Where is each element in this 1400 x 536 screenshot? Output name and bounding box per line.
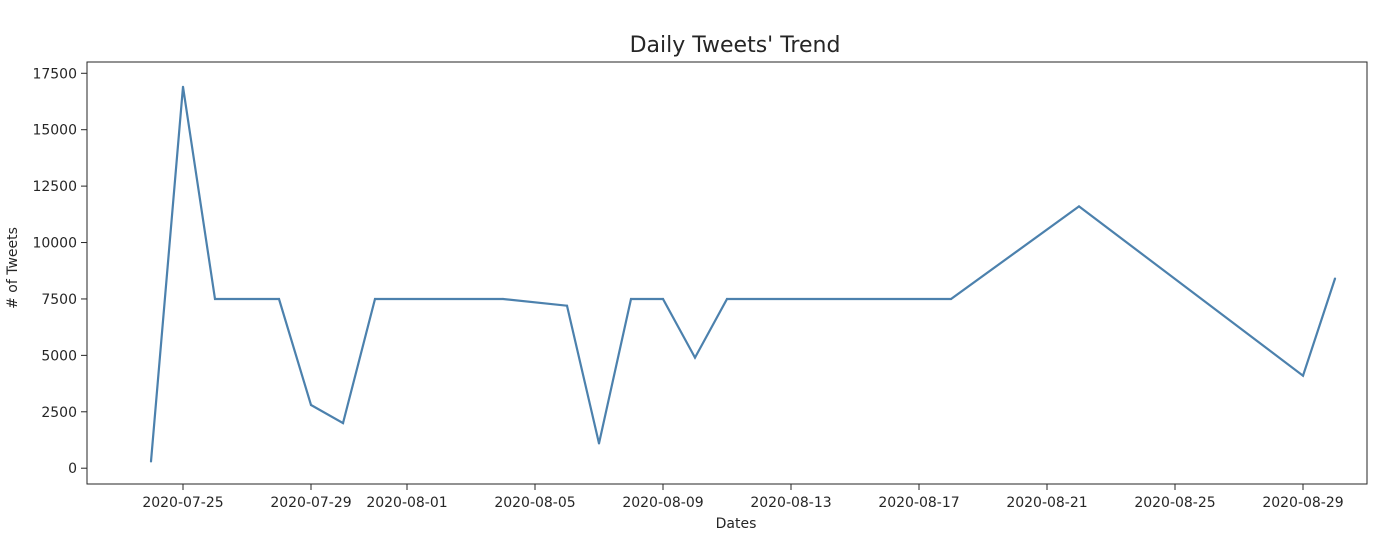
y-tick-label: 12500 (32, 179, 77, 195)
y-tick-label: 17500 (32, 66, 77, 82)
data-point (597, 442, 601, 445)
y-tick-label: 7500 (41, 292, 77, 308)
x-tick-label: 2020-08-05 (494, 495, 575, 511)
data-point (1077, 205, 1081, 208)
series-line (149, 86, 1337, 462)
x-tick-label: 2020-07-29 (270, 495, 351, 511)
data-point (1301, 374, 1305, 377)
x-tick-label: 2020-08-01 (366, 495, 447, 511)
data-point (565, 304, 569, 307)
plot-area (149, 85, 1337, 463)
data-point (341, 421, 345, 425)
data-point (725, 297, 729, 301)
x-tick-label: 2020-08-17 (878, 495, 959, 511)
x-tick-label: 2020-08-25 (1134, 495, 1215, 511)
data-point (629, 297, 633, 301)
y-axis-label: # of Tweets (5, 227, 21, 309)
data-point (661, 297, 665, 301)
data-point (949, 297, 953, 301)
y-tick-label: 15000 (32, 123, 77, 139)
y-tick-label: 0 (68, 461, 77, 477)
data-point (501, 297, 505, 301)
data-point (1333, 277, 1337, 280)
x-tick-label: 2020-08-13 (750, 495, 831, 511)
x-axis: 2020-07-25 2020-07-29 2020-08-01 2020-08-05… (142, 484, 1344, 511)
y-tick-label: 5000 (41, 348, 77, 364)
data-point (693, 356, 697, 359)
data-point (277, 297, 281, 301)
data-point (309, 403, 313, 407)
plot-frame (86, 61, 1368, 485)
y-tick-label: 10000 (32, 236, 77, 252)
x-tick-label: 2020-08-21 (1006, 495, 1087, 511)
chart-title: Daily Tweets' Trend (630, 33, 841, 58)
x-tick-label: 2020-07-25 (142, 495, 223, 511)
data-point (373, 297, 377, 301)
x-axis-label: Dates (716, 516, 757, 532)
x-tick-label: 2020-08-09 (622, 495, 703, 511)
data-point (149, 460, 153, 463)
y-axis: 0 2500 5000 7500 10000 12500 15000 17500 (32, 66, 87, 477)
y-tick-label: 2500 (41, 405, 77, 421)
data-point (181, 85, 185, 88)
x-tick-label: 2020-08-29 (1262, 495, 1343, 511)
data-point (213, 297, 217, 301)
